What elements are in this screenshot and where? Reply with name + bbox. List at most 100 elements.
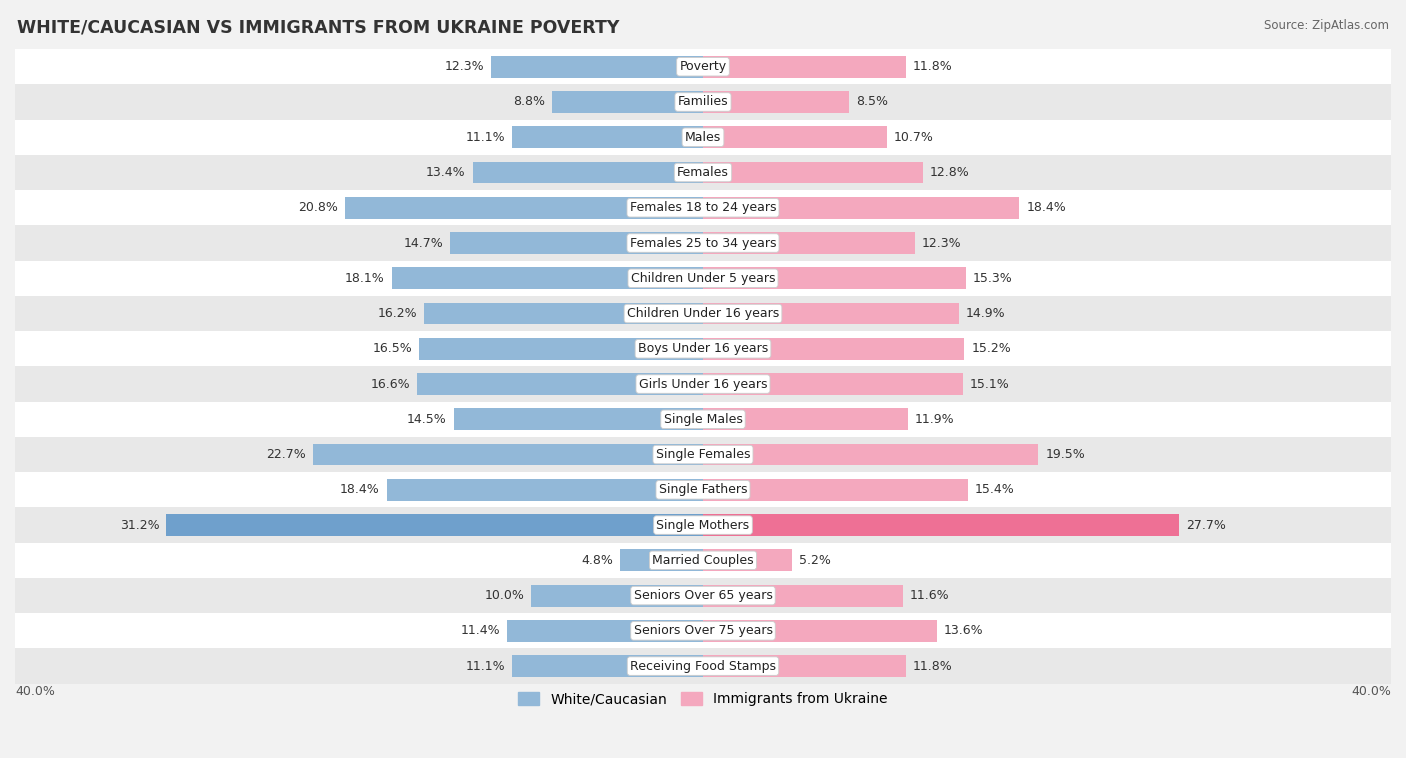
Text: 16.5%: 16.5%	[373, 343, 412, 356]
Text: Females 25 to 34 years: Females 25 to 34 years	[630, 236, 776, 249]
Bar	[419, 338, 703, 360]
Bar	[703, 550, 793, 572]
Text: 11.1%: 11.1%	[465, 659, 505, 672]
Text: Children Under 5 years: Children Under 5 years	[631, 272, 775, 285]
Bar	[15, 437, 1391, 472]
Bar	[15, 366, 1391, 402]
Text: 12.8%: 12.8%	[929, 166, 970, 179]
Text: 14.7%: 14.7%	[404, 236, 443, 249]
Text: WHITE/CAUCASIAN VS IMMIGRANTS FROM UKRAINE POVERTY: WHITE/CAUCASIAN VS IMMIGRANTS FROM UKRAI…	[17, 19, 619, 37]
Bar	[418, 373, 703, 395]
Text: 8.8%: 8.8%	[513, 96, 544, 108]
Text: Males: Males	[685, 130, 721, 144]
Text: 15.3%: 15.3%	[973, 272, 1012, 285]
Bar	[703, 161, 924, 183]
Text: 10.0%: 10.0%	[484, 589, 524, 602]
Bar	[703, 56, 905, 77]
Bar	[15, 331, 1391, 366]
Bar	[15, 507, 1391, 543]
Text: 19.5%: 19.5%	[1045, 448, 1085, 461]
Bar	[703, 232, 914, 254]
Text: Seniors Over 75 years: Seniors Over 75 years	[634, 625, 772, 637]
Bar	[703, 91, 849, 113]
Bar	[15, 120, 1391, 155]
Text: Single Females: Single Females	[655, 448, 751, 461]
Text: 13.4%: 13.4%	[426, 166, 465, 179]
Text: 8.5%: 8.5%	[856, 96, 889, 108]
Bar	[703, 514, 1180, 536]
Text: Females 18 to 24 years: Females 18 to 24 years	[630, 202, 776, 215]
Text: 22.7%: 22.7%	[266, 448, 305, 461]
Text: 15.4%: 15.4%	[974, 484, 1015, 496]
Text: 12.3%: 12.3%	[921, 236, 962, 249]
Text: 5.2%: 5.2%	[800, 554, 831, 567]
Text: 14.5%: 14.5%	[406, 413, 447, 426]
Text: 10.7%: 10.7%	[894, 130, 934, 144]
Bar	[15, 84, 1391, 120]
Bar	[15, 472, 1391, 507]
Bar	[703, 620, 936, 642]
Bar	[531, 584, 703, 606]
Text: Single Males: Single Males	[664, 413, 742, 426]
Bar	[703, 479, 967, 501]
Bar	[703, 127, 887, 148]
Text: 4.8%: 4.8%	[582, 554, 613, 567]
Bar	[703, 268, 966, 290]
Bar	[425, 302, 703, 324]
Text: 11.1%: 11.1%	[465, 130, 505, 144]
Text: 27.7%: 27.7%	[1187, 518, 1226, 531]
Text: 16.2%: 16.2%	[378, 307, 418, 320]
Text: 12.3%: 12.3%	[444, 60, 485, 74]
Bar	[15, 49, 1391, 84]
Bar	[620, 550, 703, 572]
Text: 11.4%: 11.4%	[460, 625, 501, 637]
Text: 11.8%: 11.8%	[912, 60, 953, 74]
Bar	[15, 225, 1391, 261]
Bar	[15, 578, 1391, 613]
Text: 40.0%: 40.0%	[1351, 685, 1391, 698]
Bar	[15, 613, 1391, 649]
Text: 40.0%: 40.0%	[15, 685, 55, 698]
Bar	[703, 584, 903, 606]
Bar	[387, 479, 703, 501]
Bar	[15, 649, 1391, 684]
Text: 11.9%: 11.9%	[914, 413, 955, 426]
Bar	[703, 655, 905, 677]
Bar	[15, 190, 1391, 225]
Text: Source: ZipAtlas.com: Source: ZipAtlas.com	[1264, 19, 1389, 32]
Legend: White/Caucasian, Immigrants from Ukraine: White/Caucasian, Immigrants from Ukraine	[513, 687, 893, 712]
Text: 18.4%: 18.4%	[340, 484, 380, 496]
Text: 20.8%: 20.8%	[298, 202, 339, 215]
Text: Boys Under 16 years: Boys Under 16 years	[638, 343, 768, 356]
Text: 11.6%: 11.6%	[910, 589, 949, 602]
Text: Receiving Food Stamps: Receiving Food Stamps	[630, 659, 776, 672]
Bar	[346, 197, 703, 219]
Bar	[703, 338, 965, 360]
Text: 15.2%: 15.2%	[972, 343, 1011, 356]
Bar	[472, 161, 703, 183]
Text: Females: Females	[678, 166, 728, 179]
Bar	[703, 373, 963, 395]
Text: Seniors Over 65 years: Seniors Over 65 years	[634, 589, 772, 602]
Bar	[703, 197, 1019, 219]
Bar	[15, 296, 1391, 331]
Text: 14.9%: 14.9%	[966, 307, 1005, 320]
Bar	[15, 543, 1391, 578]
Bar	[512, 655, 703, 677]
Bar	[15, 155, 1391, 190]
Text: Single Fathers: Single Fathers	[659, 484, 747, 496]
Bar	[312, 443, 703, 465]
Bar	[454, 409, 703, 431]
Bar	[703, 443, 1039, 465]
Text: 18.4%: 18.4%	[1026, 202, 1066, 215]
Bar	[703, 409, 908, 431]
Text: Families: Families	[678, 96, 728, 108]
Text: 31.2%: 31.2%	[120, 518, 159, 531]
Bar	[551, 91, 703, 113]
Bar	[492, 56, 703, 77]
Text: Single Mothers: Single Mothers	[657, 518, 749, 531]
Bar	[166, 514, 703, 536]
Text: 16.6%: 16.6%	[371, 377, 411, 390]
Bar	[450, 232, 703, 254]
Bar	[508, 620, 703, 642]
